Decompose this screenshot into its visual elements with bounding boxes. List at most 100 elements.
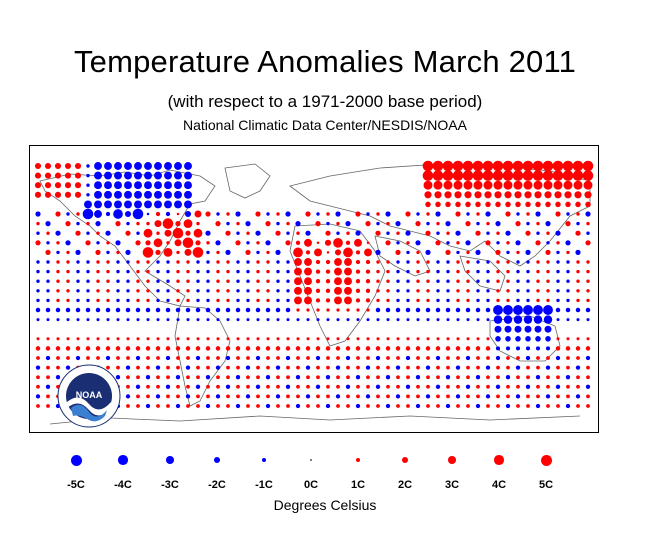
anomaly-dot bbox=[406, 298, 410, 303]
anomaly-dot bbox=[246, 241, 250, 245]
anomaly-dot bbox=[66, 260, 70, 264]
anomaly-dot bbox=[206, 250, 210, 255]
legend: -5C -4C -3C -2C -1C 0C 1C 2C 3C 4C 5C bbox=[0, 452, 650, 492]
anomaly-dot bbox=[245, 365, 251, 370]
anomaly-dot bbox=[375, 355, 381, 361]
page-title: Temperature Anomalies March 2011 bbox=[73, 44, 577, 79]
anomaly-dot bbox=[505, 211, 511, 217]
anomaly-dot bbox=[386, 384, 390, 389]
anomaly-dot bbox=[355, 403, 361, 409]
anomaly-dot bbox=[114, 190, 122, 199]
anomaly-dot bbox=[506, 384, 510, 389]
anomaly-dot bbox=[186, 356, 190, 360]
anomaly-dot bbox=[184, 248, 192, 256]
anomaly-dot bbox=[125, 346, 131, 351]
anomaly-dot bbox=[446, 279, 450, 283]
anomaly-dot bbox=[146, 212, 150, 216]
anomaly-dot bbox=[385, 307, 391, 313]
anomaly-dot bbox=[235, 375, 241, 380]
anomaly-dot bbox=[136, 318, 140, 322]
anomaly-dot bbox=[426, 375, 430, 380]
anomaly-dot bbox=[355, 259, 361, 265]
anomaly-dot bbox=[306, 375, 310, 380]
anomaly-dot bbox=[96, 337, 100, 341]
anomaly-dot bbox=[395, 365, 401, 370]
anomaly-dot bbox=[435, 307, 441, 313]
anomaly-dot bbox=[526, 260, 530, 264]
anomaly-dot bbox=[94, 190, 102, 199]
anomaly-dot bbox=[146, 394, 150, 399]
anomaly-dot bbox=[115, 346, 121, 351]
anomaly-dot bbox=[216, 250, 220, 255]
anomaly-dot bbox=[66, 298, 70, 303]
anomaly-dot bbox=[474, 191, 482, 199]
anomaly-dot bbox=[426, 318, 430, 322]
anomaly-dot bbox=[395, 346, 401, 351]
anomaly-dot bbox=[476, 212, 480, 216]
anomaly-dot bbox=[156, 269, 160, 274]
anomaly-dot bbox=[114, 200, 122, 209]
anomaly-dot bbox=[535, 346, 541, 351]
anomaly-dot bbox=[216, 404, 220, 408]
anomaly-dot bbox=[46, 375, 50, 380]
anomaly-dot bbox=[385, 346, 391, 351]
anomaly-dot bbox=[74, 182, 82, 189]
anomaly-dot bbox=[256, 365, 260, 370]
anomaly-dot bbox=[186, 260, 190, 264]
anomaly-dot bbox=[205, 403, 211, 409]
anomaly-dot bbox=[505, 230, 511, 236]
anomaly-dot bbox=[426, 337, 430, 341]
anomaly-dot bbox=[164, 229, 172, 237]
anomaly-dot bbox=[525, 346, 531, 351]
anomaly-dot bbox=[286, 221, 290, 226]
anomaly-dot bbox=[246, 356, 250, 360]
legend-dot bbox=[355, 457, 361, 463]
anomaly-dot bbox=[35, 240, 41, 246]
anomaly-dot bbox=[226, 375, 230, 380]
anomaly-dot bbox=[226, 365, 230, 370]
anomaly-dot bbox=[286, 298, 290, 303]
anomaly-dot bbox=[456, 375, 460, 380]
anomaly-dot bbox=[236, 298, 240, 303]
anomaly-dot bbox=[125, 307, 131, 313]
anomaly-dot bbox=[376, 212, 380, 216]
anomaly-dot bbox=[385, 240, 391, 246]
anomaly-dot bbox=[503, 305, 513, 315]
anomaly-dot bbox=[56, 241, 60, 245]
anomaly-dot bbox=[55, 307, 61, 313]
anomaly-dot bbox=[86, 221, 90, 226]
anomaly-dot bbox=[315, 384, 321, 389]
anomaly-dot bbox=[395, 307, 401, 313]
anomaly-dot bbox=[334, 277, 342, 286]
anomaly-dot bbox=[506, 298, 510, 303]
anomaly-dot bbox=[314, 248, 322, 257]
anomaly-dot bbox=[535, 240, 541, 246]
anomaly-dot bbox=[156, 289, 160, 293]
anomaly-dot bbox=[304, 286, 312, 295]
anomaly-dot bbox=[255, 384, 261, 389]
anomaly-dot bbox=[135, 307, 141, 313]
anomaly-dot bbox=[246, 279, 250, 283]
anomaly-dot bbox=[375, 384, 381, 389]
anomaly-dot bbox=[285, 355, 291, 361]
anomaly-dot bbox=[294, 286, 302, 295]
anomaly-dot bbox=[316, 394, 320, 399]
anomaly-dot bbox=[555, 346, 561, 351]
anomaly-dot bbox=[365, 346, 371, 351]
anomaly-dot bbox=[346, 404, 350, 408]
anomaly-dot bbox=[456, 241, 460, 245]
anomaly-dot bbox=[126, 404, 130, 408]
anomaly-dot bbox=[166, 241, 170, 245]
anomaly-dot bbox=[164, 171, 172, 180]
anomaly-dot bbox=[335, 211, 341, 217]
anomaly-dot bbox=[422, 160, 434, 172]
anomaly-dot bbox=[396, 318, 400, 322]
anomaly-dot bbox=[146, 298, 150, 303]
anomaly-dot bbox=[276, 298, 280, 303]
anomaly-dot bbox=[475, 230, 481, 236]
anomaly-dot bbox=[136, 269, 140, 274]
anomaly-dot bbox=[586, 260, 590, 264]
anomaly-dot bbox=[304, 267, 312, 276]
anomaly-dot bbox=[446, 231, 450, 235]
anomaly-dot bbox=[256, 404, 260, 408]
